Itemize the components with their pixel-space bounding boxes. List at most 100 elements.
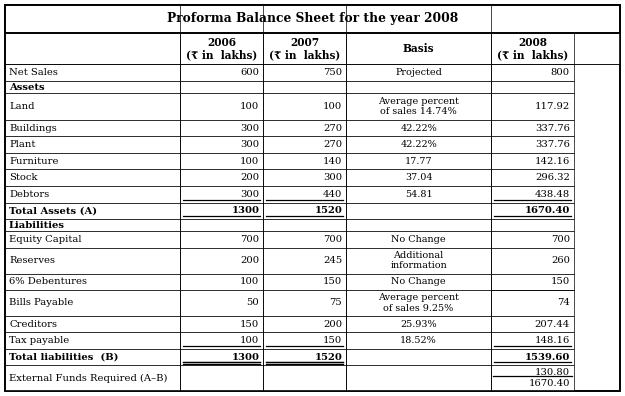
Bar	[5, 366, 180, 391]
Text: Basis: Basis	[403, 43, 434, 54]
Text: Bills Payable: Bills Payable	[9, 299, 73, 307]
Text: Projected: Projected	[395, 68, 442, 77]
Text: 25.93%: 25.93%	[400, 320, 437, 329]
Bar	[180, 93, 263, 120]
Bar	[491, 136, 574, 153]
Bar	[491, 33, 574, 65]
Bar	[491, 81, 574, 93]
Bar	[491, 332, 574, 349]
Text: 142.16: 142.16	[534, 157, 570, 166]
Text: Assets: Assets	[9, 83, 44, 92]
Bar	[263, 248, 346, 274]
Bar	[491, 153, 574, 169]
Text: Furniture: Furniture	[9, 157, 59, 166]
Bar	[5, 186, 180, 202]
Bar	[491, 186, 574, 202]
Text: 150: 150	[240, 320, 259, 329]
Bar	[346, 231, 491, 248]
Bar	[5, 153, 180, 169]
Bar	[180, 186, 263, 202]
Text: 270: 270	[323, 140, 342, 149]
Bar	[180, 332, 263, 349]
Text: 2007
(₹ in  lakhs): 2007 (₹ in lakhs)	[269, 37, 341, 61]
Bar	[346, 290, 491, 316]
Text: 100: 100	[323, 102, 342, 111]
Text: 300: 300	[240, 190, 259, 199]
Text: 1539.60: 1539.60	[524, 352, 570, 362]
Text: 200: 200	[323, 320, 342, 329]
Bar	[346, 366, 491, 391]
Bar	[263, 136, 346, 153]
Bar	[263, 316, 346, 332]
Bar	[263, 33, 346, 65]
Text: 150: 150	[551, 277, 570, 286]
Text: 700: 700	[323, 235, 342, 244]
Text: No Change: No Change	[391, 235, 446, 244]
Text: 1300: 1300	[231, 352, 259, 362]
Text: 750: 750	[323, 68, 342, 77]
Text: 117.92: 117.92	[534, 102, 570, 111]
Bar	[180, 219, 263, 231]
Bar	[180, 81, 263, 93]
Text: Debtors: Debtors	[9, 190, 49, 199]
Bar	[346, 316, 491, 332]
Text: Equity Capital: Equity Capital	[9, 235, 81, 244]
Bar	[263, 231, 346, 248]
Bar	[263, 366, 346, 391]
Text: 130.80: 130.80	[535, 368, 570, 377]
Bar	[346, 136, 491, 153]
Text: 260: 260	[551, 256, 570, 265]
Bar	[263, 202, 346, 219]
Text: Tax payable: Tax payable	[9, 336, 69, 345]
Text: 207.44: 207.44	[534, 320, 570, 329]
Bar	[263, 93, 346, 120]
Bar	[5, 93, 180, 120]
Text: 800: 800	[551, 68, 570, 77]
Bar	[5, 231, 180, 248]
Bar	[180, 65, 263, 81]
Text: Stock: Stock	[9, 173, 38, 182]
Text: 337.76: 337.76	[535, 140, 570, 149]
Bar	[5, 202, 180, 219]
Text: 245: 245	[323, 256, 342, 265]
Bar	[5, 274, 180, 290]
Bar	[491, 120, 574, 136]
Bar	[491, 65, 574, 81]
Bar	[263, 274, 346, 290]
Text: 700: 700	[240, 235, 259, 244]
Bar	[346, 332, 491, 349]
Text: 200: 200	[240, 173, 259, 182]
Bar	[263, 120, 346, 136]
Text: 300: 300	[323, 173, 342, 182]
Text: Net Sales: Net Sales	[9, 68, 58, 77]
Bar	[180, 153, 263, 169]
Bar	[5, 5, 620, 33]
Text: 440: 440	[323, 190, 342, 199]
Bar	[491, 274, 574, 290]
Text: Average percent
of sales 14.74%: Average percent of sales 14.74%	[378, 97, 459, 116]
Text: 2008
(₹ in  lakhs): 2008 (₹ in lakhs)	[497, 37, 568, 61]
Bar	[180, 366, 263, 391]
Bar	[180, 169, 263, 186]
Bar	[5, 169, 180, 186]
Text: 50: 50	[246, 299, 259, 307]
Bar	[346, 202, 491, 219]
Bar	[491, 248, 574, 274]
Bar	[491, 349, 574, 366]
Text: 270: 270	[323, 124, 342, 133]
Bar	[263, 219, 346, 231]
Bar	[263, 81, 346, 93]
Text: 42.22%: 42.22%	[400, 140, 437, 149]
Text: Buildings: Buildings	[9, 124, 57, 133]
Text: 37.04: 37.04	[405, 173, 432, 182]
Text: 2006
(₹ in  lakhs): 2006 (₹ in lakhs)	[186, 37, 258, 61]
Bar	[346, 219, 491, 231]
Bar	[491, 169, 574, 186]
Text: 100: 100	[240, 336, 259, 345]
Bar	[346, 153, 491, 169]
Text: 1670.40: 1670.40	[524, 206, 570, 215]
Text: 1520: 1520	[314, 206, 342, 215]
Text: 42.22%: 42.22%	[400, 124, 437, 133]
Bar	[5, 33, 180, 65]
Bar	[263, 153, 346, 169]
